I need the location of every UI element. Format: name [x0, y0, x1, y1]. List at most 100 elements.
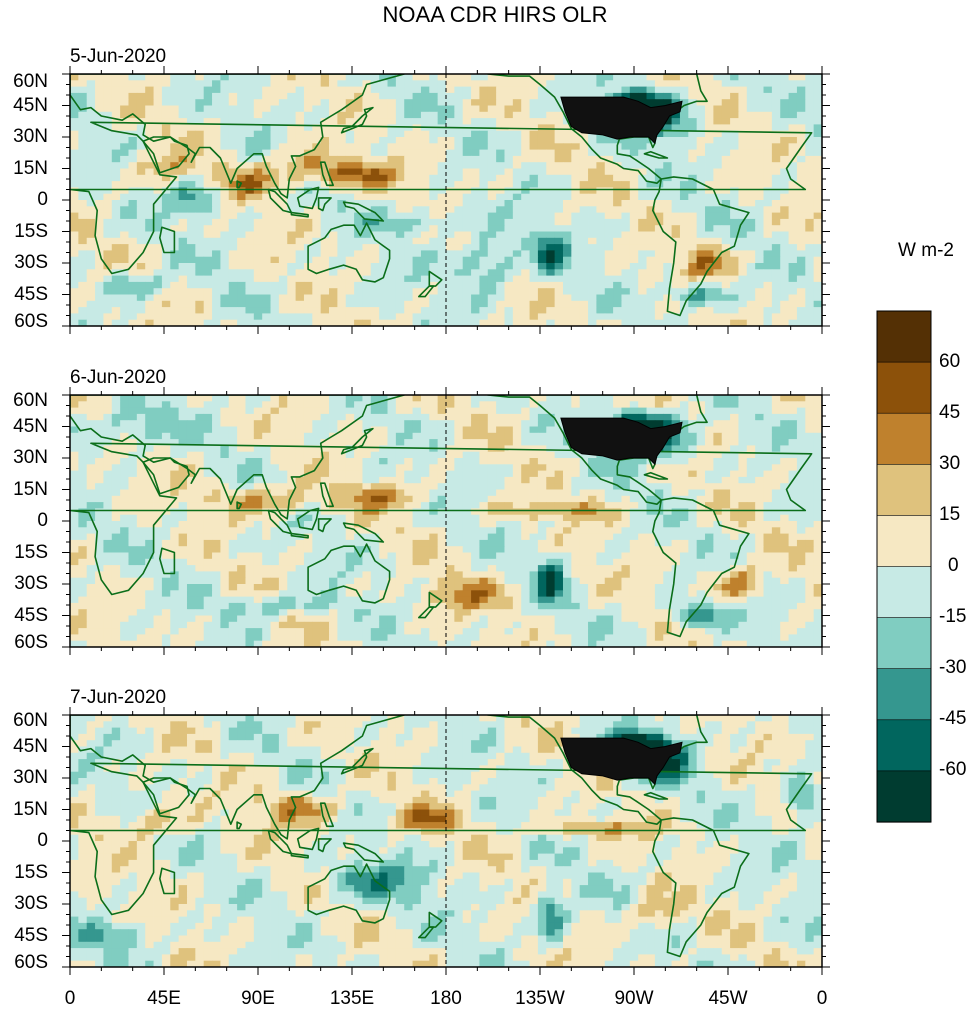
olr-cell	[253, 212, 263, 220]
olr-cell	[479, 143, 489, 150]
olr-cell	[245, 420, 255, 427]
olr-cell	[654, 80, 664, 87]
olr-cell	[320, 218, 330, 226]
olr-cell	[329, 407, 338, 415]
olr-cell	[696, 124, 706, 132]
olr-cell	[504, 401, 514, 408]
olr-cell	[170, 445, 180, 453]
olr-cell	[546, 413, 556, 421]
olr-cell	[128, 225, 138, 232]
olr-cell	[412, 319, 422, 326]
olr-cell	[512, 218, 522, 226]
olr-cell	[153, 200, 163, 207]
olr-cell	[203, 275, 213, 283]
olr-cell	[337, 80, 347, 87]
olr-cell	[245, 225, 255, 232]
olr-cell	[287, 80, 296, 87]
olr-cell	[195, 231, 205, 239]
olr-cell	[287, 439, 296, 446]
olr-cell	[646, 231, 656, 239]
olr-cell	[270, 92, 280, 100]
olr-cell	[161, 313, 171, 321]
olr-cell	[529, 237, 539, 245]
olr-cell	[813, 319, 822, 326]
olr-cell	[763, 458, 773, 465]
olr-cell	[345, 231, 355, 239]
olr-cell	[437, 80, 447, 87]
olr-cell	[805, 74, 815, 81]
olr-cell	[153, 313, 163, 321]
olr-cell	[521, 99, 530, 106]
olr-cell	[337, 439, 347, 446]
olr-cell	[245, 80, 255, 87]
olr-cell	[237, 174, 246, 182]
olr-cell	[755, 92, 764, 100]
olr-cell	[404, 269, 413, 276]
olr-cell	[437, 470, 447, 478]
olr-cell	[120, 237, 129, 245]
olr-cell	[370, 464, 380, 471]
olr-cell	[253, 137, 263, 144]
olr-cell	[512, 432, 522, 440]
olr-cell	[78, 225, 88, 232]
olr-cell	[638, 244, 647, 251]
olr-cell	[437, 263, 447, 270]
olr-cell	[337, 130, 347, 138]
olr-cell	[730, 307, 739, 314]
olr-cell	[287, 413, 296, 421]
olr-cell	[412, 181, 422, 188]
olr-cell	[546, 174, 556, 182]
olr-cell	[462, 263, 472, 270]
olr-cell	[813, 464, 822, 471]
olr-cell	[220, 80, 230, 87]
olr-cell	[203, 231, 213, 239]
olr-cell	[679, 168, 689, 176]
olr-cell	[404, 187, 413, 195]
olr-cell	[329, 451, 338, 459]
olr-cell	[345, 281, 355, 289]
olr-cell	[278, 181, 288, 188]
olr-cell	[755, 300, 764, 308]
olr-cell	[546, 130, 556, 138]
olr-cell	[696, 74, 706, 81]
olr-cell	[387, 218, 397, 226]
olr-cell	[178, 206, 188, 213]
olr-cell	[713, 269, 723, 276]
olr-cell	[638, 476, 647, 484]
olr-cell	[454, 300, 464, 308]
olr-cell	[186, 174, 196, 182]
olr-cell	[262, 401, 271, 408]
olr-cell	[705, 99, 714, 106]
olr-cell	[136, 225, 146, 232]
olr-cell	[721, 263, 731, 270]
olr-cell	[228, 118, 238, 125]
olr-cell	[496, 256, 505, 264]
olr-cell	[262, 99, 271, 106]
olr-cell	[370, 458, 380, 465]
olr-cell	[512, 244, 522, 251]
olr-cell	[178, 111, 188, 119]
olr-cell	[312, 281, 322, 289]
olr-cell	[420, 269, 430, 276]
olr-cell	[203, 313, 213, 321]
olr-cell	[471, 99, 480, 106]
olr-cell	[771, 212, 781, 220]
olr-cell	[562, 307, 572, 314]
olr-cell	[504, 200, 514, 207]
olr-cell	[646, 137, 656, 144]
olr-cell	[287, 464, 296, 471]
olr-cell	[671, 413, 681, 421]
olr-cell	[454, 395, 464, 402]
olr-cell	[312, 256, 322, 264]
olr-cell	[554, 149, 564, 157]
olr-cell	[796, 413, 806, 421]
olr-cell	[529, 187, 539, 195]
olr-cell	[688, 200, 698, 207]
olr-cell	[755, 200, 764, 207]
olr-cell	[237, 451, 246, 459]
olr-cell	[228, 111, 238, 119]
olr-cell	[546, 256, 556, 264]
olr-cell	[161, 439, 171, 446]
olr-cell	[186, 250, 196, 258]
olr-cell	[145, 212, 154, 220]
